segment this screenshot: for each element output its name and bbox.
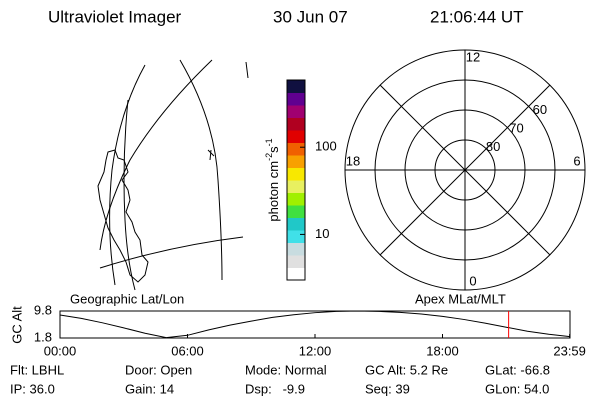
colorbar-label: photon cm-2s-1 (264, 138, 281, 221)
timeline: 1.8 9.8 00:00 06:00 12:00 18:00 23:59 (34, 302, 586, 358)
tick-label: 100 (315, 139, 337, 154)
lat-label: 60 (533, 102, 547, 117)
x-tick-label: 18:00 (426, 343, 459, 358)
lat-label: 80 (486, 139, 500, 154)
mlt-label: 0 (469, 273, 476, 288)
map (97, 59, 249, 291)
color-step (287, 242, 305, 256)
info-field: Flt: LBHL (10, 362, 64, 377)
date: 30 Jun 07 (273, 7, 348, 26)
mlt-label: 18 (346, 153, 360, 168)
color-step (287, 192, 305, 206)
info-field: Mode: Normal (245, 362, 327, 377)
color-step (287, 255, 305, 268)
color-step (287, 217, 305, 231)
unit: s (266, 146, 281, 153)
color-step (287, 80, 305, 93)
color-step (287, 142, 305, 156)
x-tick-label: 00:00 (44, 343, 77, 358)
map-label: Geographic Lat/Lon (70, 291, 184, 306)
grid-spoke (379, 84, 551, 256)
mlt-label: 12 (466, 49, 480, 64)
lat-label: 70 (509, 121, 523, 136)
color-step (287, 267, 305, 281)
title: Ultraviolet Imager (48, 7, 182, 26)
tick-label: 10 (315, 226, 329, 241)
color-step (287, 92, 305, 106)
mlt-label: 6 (573, 153, 580, 168)
info-field: Door: Open (125, 362, 192, 377)
altitude-line (59, 310, 571, 339)
info-field: GLat: -66.8 (485, 362, 550, 377)
exp: -1 (264, 138, 274, 146)
info-field: GC Alt: 5.2 Re (365, 362, 448, 377)
color-step (287, 117, 305, 131)
y-tick-label: 1.8 (34, 329, 52, 344)
colorbar-frame (286, 79, 306, 281)
info-field: Seq: 39 (365, 381, 410, 396)
color-step (287, 180, 305, 193)
color-step (287, 205, 305, 218)
exp: -2 (264, 153, 274, 161)
info-field: GLon: 54.0 (485, 381, 549, 396)
y-label: GC Alt (9, 306, 24, 344)
color-step (287, 230, 305, 243)
color-step (287, 105, 305, 118)
x-tick-label: 23:59 (553, 343, 586, 358)
info-field: Dsp: -9.9 (245, 381, 305, 396)
x-tick-label: 12:00 (299, 343, 332, 358)
x-tick-label: 06:00 (171, 343, 204, 358)
colorbar: 10 100 (286, 79, 337, 281)
info-field: IP: 36.0 (10, 381, 55, 396)
polar-label: Apex MLat/MLT (415, 291, 506, 306)
time: 21:06:44 UT (430, 7, 524, 26)
y-tick-label: 9.8 (34, 302, 52, 317)
info-field: Gain: 14 (125, 381, 174, 396)
unit: photon cm (266, 161, 281, 222)
color-step (287, 167, 305, 181)
color-step (287, 130, 305, 143)
color-step (287, 155, 305, 168)
info: Flt: LBHL Door: Open Mode: Normal GC Alt: 5… (10, 362, 550, 396)
